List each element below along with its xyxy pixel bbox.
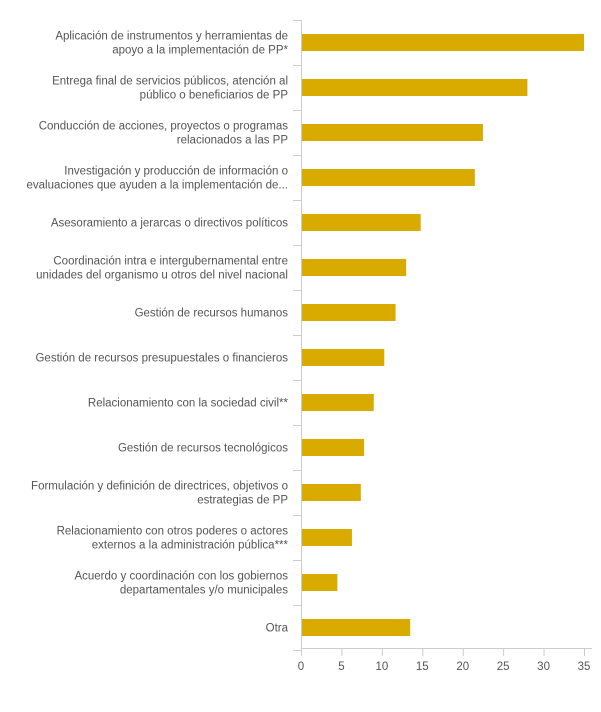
bar [302, 34, 584, 51]
category-label: Asesoramiento a jerarcas o directivos po… [51, 218, 288, 230]
bars-layer [302, 34, 584, 636]
bar [302, 484, 361, 501]
category-label: evaluaciones que ayuden a la implementac… [27, 180, 288, 192]
bar [302, 394, 374, 411]
category-label: Relacionamiento con la sociedad civil** [88, 398, 289, 410]
category-label: Entrega final de servicios públicos, ate… [52, 76, 288, 88]
bar [302, 214, 421, 231]
x-tick-label: 0 [298, 661, 304, 673]
bar [302, 529, 352, 546]
category-label: apoyo a la implementación de PP* [112, 45, 288, 57]
bar [302, 349, 385, 366]
category-label: relacionados a las PP [177, 135, 289, 147]
category-label: Gestión de recursos tecnológicos [118, 443, 288, 455]
category-label: Otra [266, 623, 289, 635]
category-label: Investigación y producción de informació… [64, 166, 288, 178]
category-label: Gestión de recursos presupuestales o fin… [35, 353, 288, 365]
x-tick-label: 25 [497, 661, 510, 673]
category-label: Relacionamiento con otros poderes o acto… [57, 526, 289, 538]
category-label: Acuerdo y coordinación con los gobiernos [74, 571, 288, 583]
category-labels: Aplicación de instrumentos y herramienta… [27, 31, 289, 635]
category-label: Gestión de recursos humanos [135, 308, 289, 320]
category-label: departamentales y/o municipales [120, 585, 288, 597]
category-label: Formulación y definición de directrices,… [31, 481, 288, 493]
category-label: externos a la administración pública*** [92, 540, 289, 552]
x-tick-label: 5 [338, 661, 344, 673]
bar [302, 259, 407, 276]
category-label: estrategias de PP [197, 495, 288, 507]
bar [302, 304, 396, 321]
category-label: Conducción de acciones, proyectos o prog… [39, 121, 289, 133]
axis-layer [293, 20, 592, 656]
x-tick-label: 20 [456, 661, 469, 673]
x-tick-label: 15 [416, 661, 429, 673]
x-tick-label: 10 [375, 661, 388, 673]
bar [302, 124, 483, 141]
category-label: público o beneficiarios de PP [140, 90, 289, 102]
bar [302, 574, 338, 591]
bar [302, 439, 365, 456]
bar [302, 619, 411, 636]
bar [302, 79, 528, 96]
category-label: Aplicación de instrumentos y herramienta… [55, 31, 288, 43]
bar [302, 169, 475, 186]
category-label: Coordinación intra e intergubernamental … [53, 256, 288, 268]
x-tick-labels: 0 5 10 15 20 25 30 35 [298, 661, 591, 673]
x-tick-label: 30 [537, 661, 550, 673]
x-tick-label: 35 [578, 661, 591, 673]
category-label: unidades del organismo u otros del nivel… [36, 270, 288, 282]
